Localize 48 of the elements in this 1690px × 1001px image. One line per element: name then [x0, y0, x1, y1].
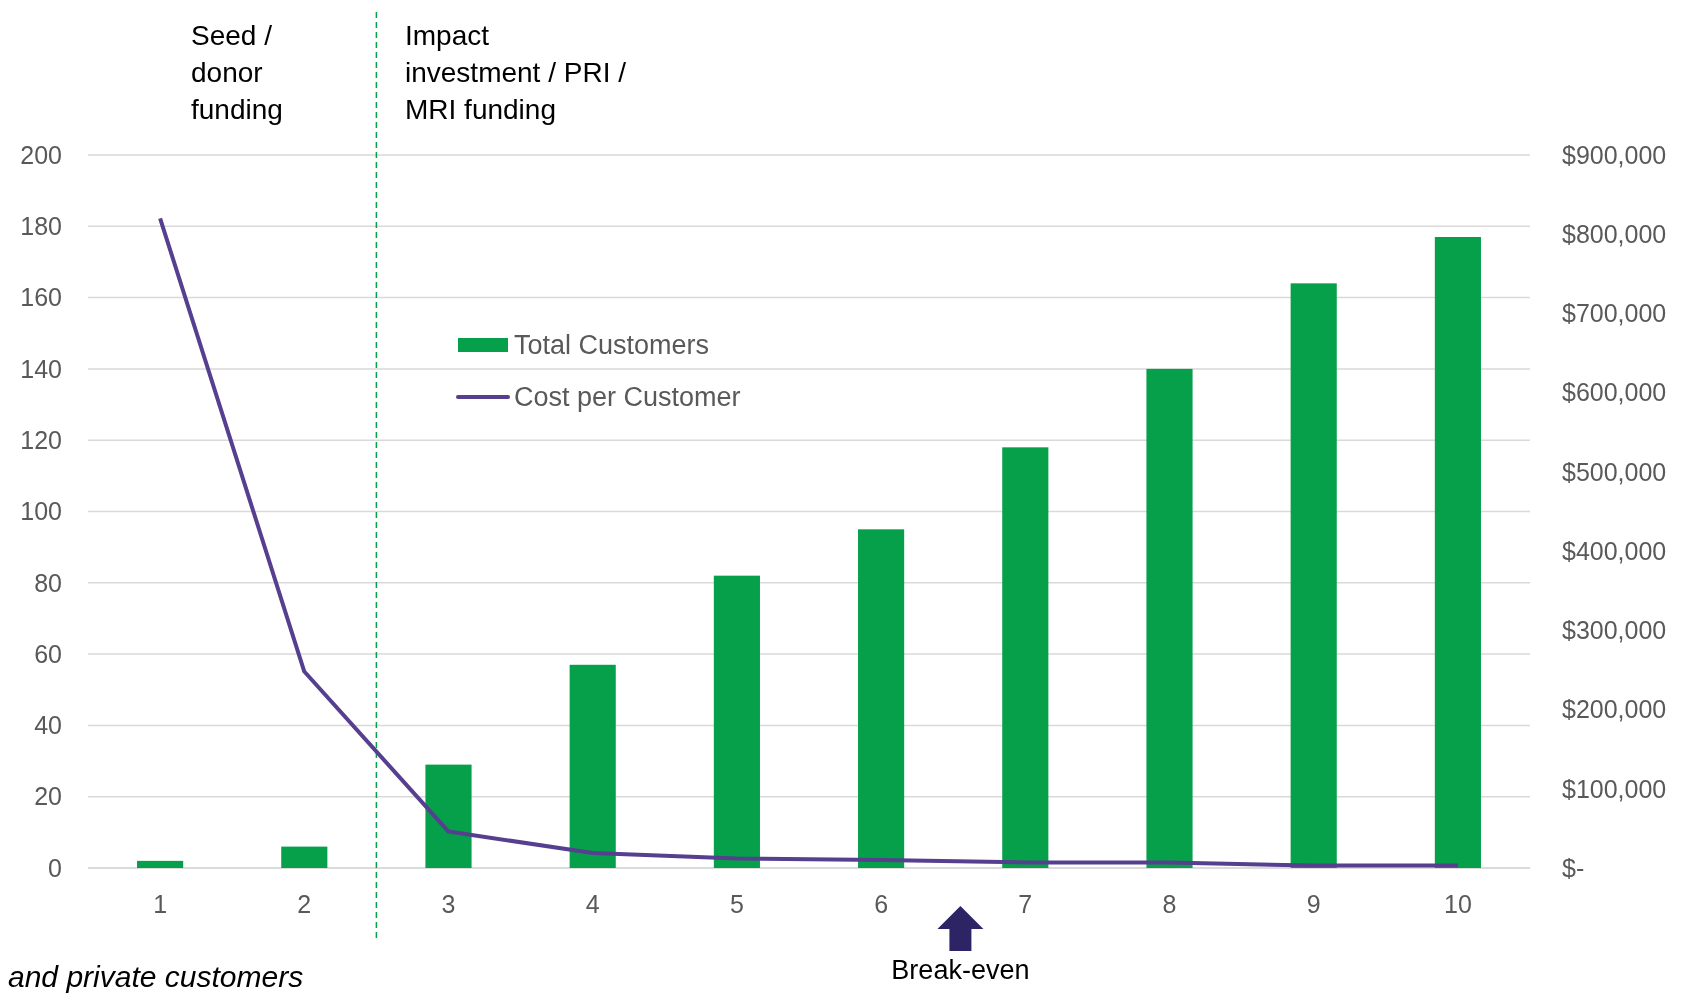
bar	[569, 664, 616, 868]
x-tick-label: 9	[1306, 889, 1321, 918]
bar	[713, 575, 760, 868]
line-series	[158, 216, 1460, 868]
y-tick-label: 120	[20, 425, 62, 454]
y-tick-label: 60	[34, 639, 62, 668]
bar	[281, 846, 328, 868]
y2-tick-label: $700,000	[1562, 299, 1667, 328]
x-tick-label: 5	[729, 889, 744, 918]
y2-tick-label: $-	[1562, 853, 1585, 882]
y2-tick-label: $800,000	[1562, 219, 1667, 248]
y2-tick-label: $500,000	[1562, 457, 1667, 486]
x-tick-label: 6	[874, 889, 889, 918]
bar	[425, 764, 472, 868]
y-tick-label: 80	[34, 568, 62, 597]
x-tick-label: 4	[585, 889, 600, 918]
y-tick-label: 140	[20, 354, 62, 383]
bar	[858, 529, 905, 868]
legend-label: Cost per Customer	[514, 382, 741, 413]
x-tick-label: 10	[1443, 889, 1472, 918]
y2-tick-label: $400,000	[1562, 536, 1667, 565]
y-tick-label: 180	[20, 212, 62, 241]
y-tick-label: 100	[20, 497, 62, 526]
bar	[1002, 447, 1049, 868]
text: Seed / donor funding	[191, 20, 283, 125]
y2-tick-label: $600,000	[1562, 378, 1667, 407]
text: Impact investment / PRI / MRI funding	[405, 20, 627, 125]
x-tick-label: 1	[153, 889, 168, 918]
bar	[137, 860, 184, 868]
bar	[1290, 283, 1337, 868]
legend-label: Total Customers	[514, 330, 710, 361]
text: and private customers	[8, 960, 304, 993]
text: Break-even	[891, 955, 1030, 985]
y2-tick-label: $100,000	[1562, 774, 1667, 803]
y-tick-label: 200	[20, 140, 62, 169]
x-tick-label: 3	[441, 889, 456, 918]
x-tick-label: 2	[297, 889, 312, 918]
y2-tick-label: $300,000	[1562, 616, 1667, 645]
y-tick-label: 20	[34, 782, 62, 811]
y-tick-label: 0	[48, 853, 62, 882]
bar	[1434, 237, 1481, 868]
y-tick-label: 160	[20, 283, 62, 312]
x-tick-label: 8	[1162, 889, 1177, 918]
bar	[1146, 368, 1193, 868]
y2-tick-label: $900,000	[1562, 140, 1667, 169]
y2-tick-label: $200,000	[1562, 695, 1667, 724]
x-tick-label: 7	[1018, 889, 1033, 918]
y-tick-label: 40	[34, 711, 62, 740]
